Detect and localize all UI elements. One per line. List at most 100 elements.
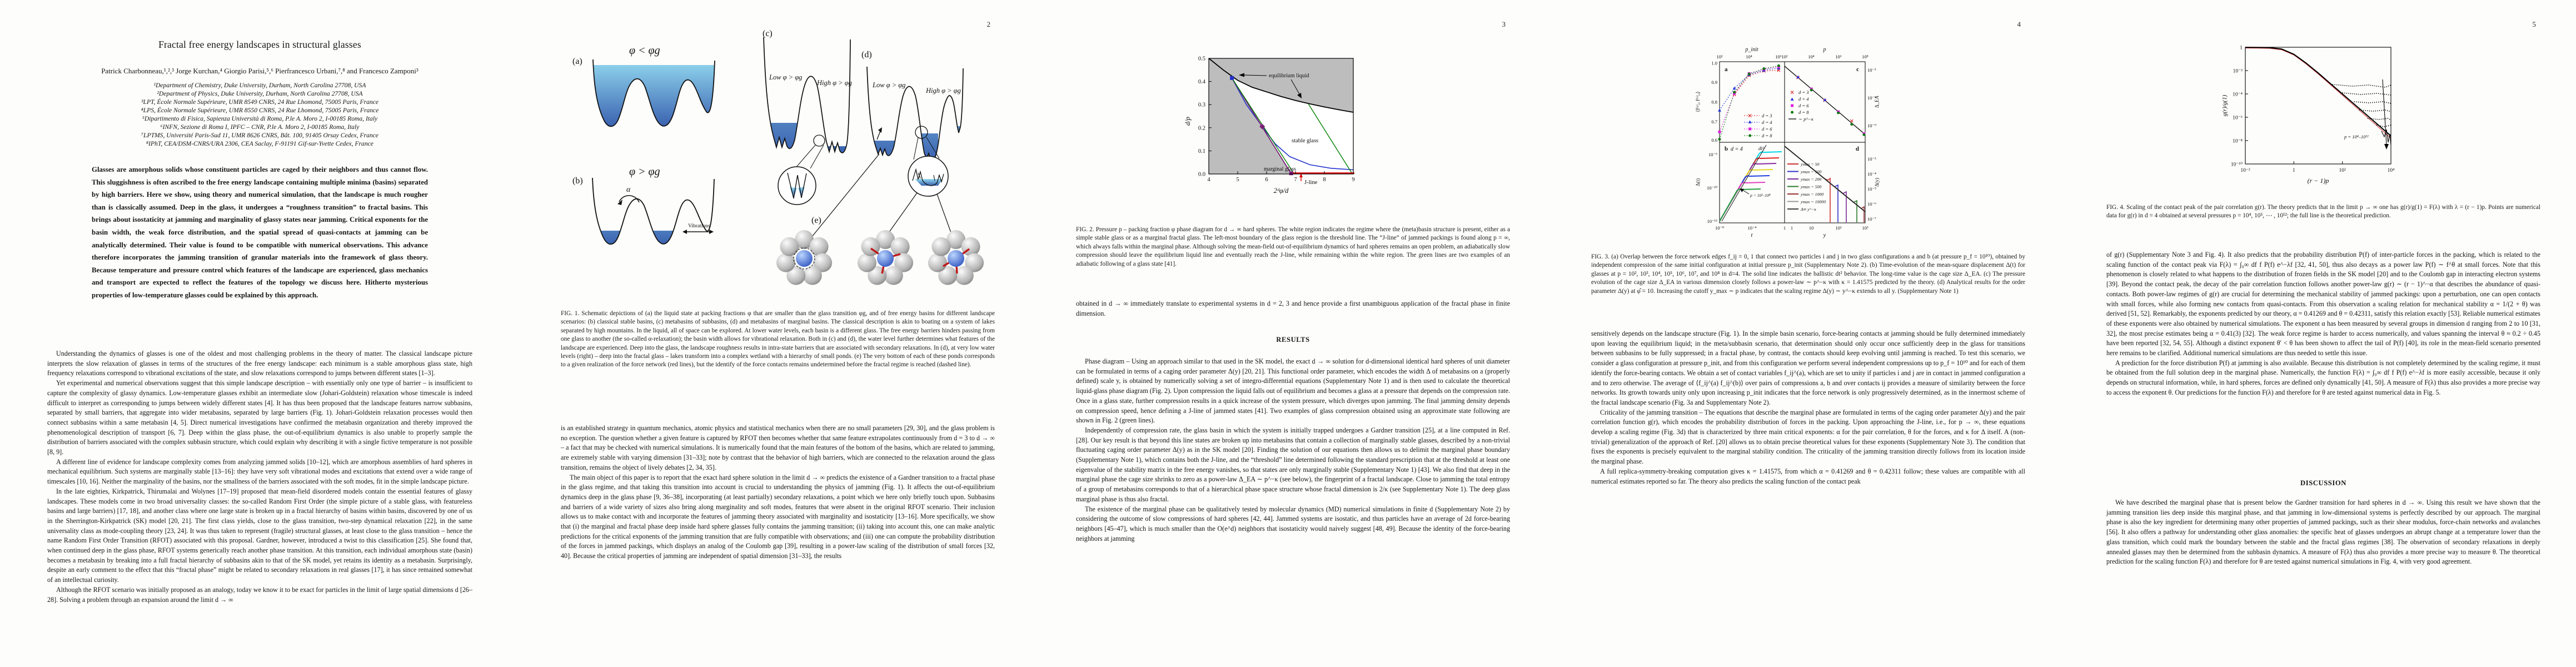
- svg-text:d = 6: d = 6: [1798, 103, 1809, 108]
- fig4-data-branches: [2332, 84, 2391, 127]
- fig3-panel-c-border: [1784, 61, 1866, 143]
- arrowhead: [682, 230, 687, 234]
- fig2-label-arrow: [1291, 79, 1301, 96]
- tick-label: 10⁻⁴: [2233, 92, 2243, 98]
- affiliation: ⁸IPhT, CEA/DSM-CNRS/URA 2306, CEA Saclay…: [146, 140, 373, 147]
- fig3b-pressure-annotation: p = 10²–10⁸: [1750, 193, 1771, 198]
- tick-label: 10: [1809, 225, 1814, 231]
- paragraph: Independently of compression rate, the g…: [1076, 426, 1510, 503]
- affiliation: ³LPT, École Normale Supérieure, UMR 8549…: [141, 98, 378, 106]
- fig3-right-ticks-c: 10⁻³ 10⁻⁶ 10⁻⁹: [1867, 67, 1876, 128]
- fig1-pond-arrow: [918, 172, 921, 179]
- tick-label: 1: [1783, 225, 1786, 231]
- fig2-stable-marginal-boundary: [1231, 78, 1354, 171]
- tick-label: 0.3: [1198, 102, 1205, 108]
- fig1-cluster-3: [928, 230, 984, 285]
- paragraph: A different line of evidence for landsca…: [47, 457, 472, 486]
- paragraph: of g(r) (Supplementary Note 3 and Fig. 4…: [2106, 251, 2540, 357]
- fig1-connector: [936, 193, 952, 235]
- fig3-ylabel-a: ⟨f⁽ᵃ⁾ᵢⱼ f⁽ᵇ⁾ᵢⱼ⟩: [1695, 91, 1701, 112]
- paragraph: Although the RFOT scenario was initially…: [47, 585, 472, 604]
- tick-label: 10⁻⁹: [1867, 123, 1876, 128]
- page3-body: Phase diagram – Using an approach simila…: [1076, 357, 1510, 544]
- paragraph: Phase diagram – Using an approach simila…: [1076, 357, 1510, 425]
- fig3-right-ticks-d: 10⁻³ 10⁻⁴ 10⁻⁵ 10⁻⁶ 10⁻⁷: [1867, 156, 1876, 222]
- fig4-noisy-tail: [2381, 129, 2391, 146]
- fig1-water-a: [593, 65, 715, 127]
- tick-label: 10⁻¹⁵: [1707, 218, 1718, 224]
- page-number: 5: [2532, 20, 2537, 28]
- fig3b-ballistic-line: [1721, 145, 1767, 222]
- fig3d-curves: [1784, 146, 1866, 222]
- fig3-left-ticks-b: 10⁻⁵ 10⁻¹⁰ 10⁻¹⁵: [1707, 152, 1718, 224]
- fig1-connector: [811, 153, 880, 238]
- fig1-panel-label-a: (a): [572, 57, 582, 66]
- page-5: 5 p = 10⁴–10¹² 1 10⁻²: [2061, 0, 2576, 667]
- affiliations: ¹Department of Chemistry, Duke Universit…: [47, 81, 472, 148]
- paragraph: sensitively depends on the landscape str…: [1591, 330, 2025, 406]
- affiliation: ¹Department of Chemistry, Duke Universit…: [153, 82, 366, 89]
- fig2-stable-glass-label: stable glass: [1292, 138, 1318, 144]
- tick-label: 10⁻⁶: [2233, 116, 2243, 121]
- page-3: 3 equilibrium liquid stable glass margin…: [1030, 0, 1546, 667]
- fig1-zoom-source-d: [915, 126, 928, 139]
- fig1-panel-label-c: (c): [763, 29, 773, 38]
- fig3-panel-d-border: [1784, 142, 1866, 223]
- fig3a-markers: [1718, 64, 1781, 141]
- tick-label: 0.6: [1711, 137, 1717, 143]
- fig2-jline-label: J-line: [1304, 180, 1318, 186]
- affiliation: ⁷LPTMS, Université Paris-Sud 11, UMR 862…: [141, 132, 378, 139]
- fig1-basin-outline-a: [592, 59, 715, 127]
- fig3-ylabel-c: Δ_EA: [1874, 95, 1880, 108]
- fig2-marker-gardner: [1259, 123, 1265, 130]
- svg-text:d = 4: d = 4: [1762, 120, 1772, 125]
- page-2: 2 (a) φ <: [515, 0, 1030, 667]
- fig2-x-axis-ticks: 4 5 6 7 8 9: [1207, 171, 1355, 183]
- tick-label: 0.8: [1711, 99, 1717, 105]
- figure4-caption: FIG. 4. Scaling of the contact peak of t…: [2106, 204, 2540, 220]
- svg-text:d = 8: d = 8: [1798, 109, 1809, 115]
- fig1-water-c1: [770, 123, 797, 149]
- figure3-caption: FIG. 3. (a) Overlap between the force ne…: [1591, 253, 2025, 295]
- fig3-top-axis-label-p: p: [1823, 47, 1826, 53]
- figure3-four-panels: p_init p 10² 10⁴ 10⁶ 10² 10⁴ 10⁶ 10⁸ 1.0…: [1695, 47, 1880, 238]
- figure1-caption: FIG. 1. Schematic depictions of (a) the …: [561, 310, 995, 369]
- fig3d-legend: ymax = 50 ymax = 100 ymax = 200 ymax = 5…: [1787, 162, 1826, 212]
- fig1-title-a: φ < φg: [629, 44, 660, 57]
- fig4-pressure-arrow: [2382, 79, 2387, 146]
- svg-text:d = 3: d = 3: [1798, 89, 1809, 95]
- tick-label: 0.0: [1198, 172, 1205, 178]
- paragraph: The main object of this paper is to repo…: [561, 473, 995, 560]
- paragraph: A full replica-symmetry-breaking computa…: [1591, 467, 2025, 485]
- fig1-water-b: [600, 231, 708, 245]
- tick-label: 0.9: [1711, 79, 1717, 85]
- page1-body: Understanding the dynamics of glasses is…: [47, 349, 472, 605]
- paragraph: A prediction for the force distribution …: [2106, 359, 2540, 396]
- svg-text:d = 3: d = 3: [1762, 113, 1772, 118]
- fig3-panel-letter-b: b: [1725, 146, 1728, 152]
- figure2-phase-diagram: equilibrium liquid stable glass marginal…: [1184, 56, 1355, 195]
- svg-text:d = 4: d = 4: [1798, 96, 1809, 102]
- tick-label: 10⁻⁶: [1867, 201, 1876, 207]
- affiliation: ²Department of Physics, Duke University,…: [157, 90, 363, 97]
- fig3-panel-letter-c: c: [1856, 66, 1859, 73]
- paper-title: Fractal free energy landscapes in struct…: [158, 39, 361, 50]
- page5-discussion: We have described the marginal phase tha…: [2106, 498, 2540, 567]
- fig3-panel-a-border: [1719, 61, 1785, 143]
- tick-label: 8: [1323, 177, 1326, 183]
- svg-text:ymax = 1000: ymax = 1000: [1800, 192, 1823, 197]
- tick-label: 10⁸: [1862, 54, 1869, 59]
- fig4-x-axis-label: (r − 1)p: [2308, 177, 2329, 185]
- tick-label: 10⁻⁷: [1867, 216, 1876, 222]
- tick-label: 0.1: [1198, 148, 1205, 155]
- fig1-cluster-1: [776, 230, 833, 285]
- arrowhead: [2384, 144, 2389, 150]
- fig2-plot-border: [1208, 58, 1354, 175]
- tick-label: 0.5: [1198, 56, 1205, 62]
- fig3-ylabel-d: Δ(y): [1874, 178, 1880, 187]
- page-number: 2: [986, 20, 991, 28]
- fig1-magnifier-d: [908, 156, 949, 197]
- fig4-pressure-annotation: p = 10⁴–10¹²: [2344, 134, 2369, 140]
- tick-label: 7: [1294, 177, 1297, 183]
- fig1-center-particle: [796, 250, 813, 267]
